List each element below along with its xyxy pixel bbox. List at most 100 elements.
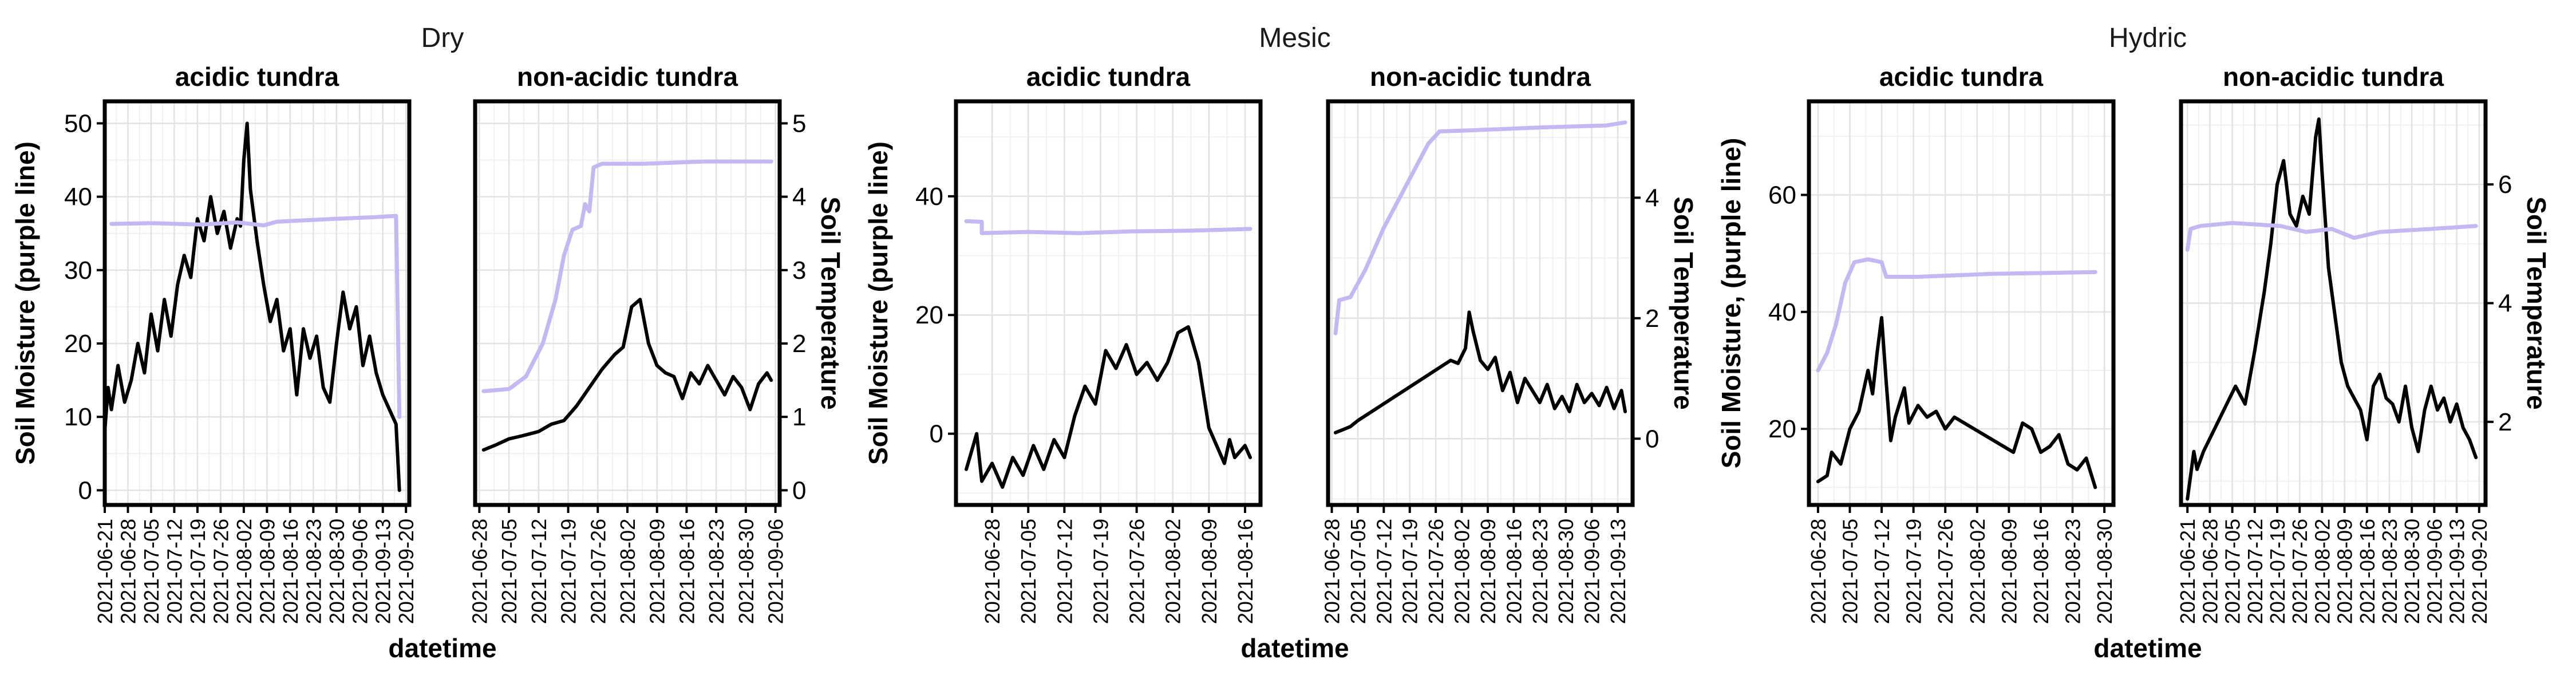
x-axis-label: datetime <box>2093 633 2202 663</box>
panel-title: non-acidic tundra <box>2223 62 2444 92</box>
panel-title: acidic tundra <box>1026 62 1191 92</box>
x-tick-label: 2021-08-09 <box>1198 519 1221 624</box>
y-tick-label: 20 <box>915 301 943 329</box>
black-series-line <box>481 298 773 452</box>
x-tick-label: 2021-09-06 <box>1581 519 1604 624</box>
x-tick-label: 2021-07-05 <box>1838 519 1862 624</box>
x-tick-label: 2021-08-23 <box>705 519 728 624</box>
x-tick-label: 2021-08-30 <box>2400 519 2424 624</box>
x-tick-label: 2021-07-12 <box>163 519 186 624</box>
x-tick-label: 2021-07-19 <box>557 519 580 624</box>
x-tick-label: 2021-08-02 <box>1161 519 1185 624</box>
y-tick-label: 1 <box>792 403 806 431</box>
x-tick-label: 2021-07-26 <box>209 519 232 624</box>
panel-2: non-acidic tundra 0 1 2 3 4 5 2021-06-28 2021-07… <box>468 62 846 624</box>
x-tick-label: 2021-08-09 <box>2333 519 2357 624</box>
y-tick-label: 2 <box>792 330 806 358</box>
x-tick-label: 2021-08-16 <box>675 519 698 624</box>
x-tick-label: 2021-08-16 <box>2356 519 2379 624</box>
x-tick-label: 2021-08-02 <box>1966 519 1989 624</box>
y-tick-label: 2 <box>2498 408 2512 436</box>
x-tick-label: 2021-08-02 <box>232 519 256 624</box>
x-tick-label: 2021-06-28 <box>468 519 491 624</box>
y-tick-label: 50 <box>64 109 92 137</box>
panel-6: non-acidic tundra 2 4 6 2021-06-212021-06-28… <box>2176 62 2551 624</box>
x-tick-label: 2021-08-02 <box>2310 519 2334 624</box>
black-series-line <box>1816 316 2097 489</box>
x-tick-label: 2021-08-09 <box>646 519 669 624</box>
x-tick-label: 2021-09-20 <box>2468 519 2491 624</box>
x-tick-label: 2021-07-26 <box>2288 519 2312 624</box>
y-tick-label: 40 <box>64 183 92 211</box>
y-tick-label: 3 <box>792 256 806 285</box>
panel-border <box>1807 99 2116 507</box>
x-tick-label: 2021-09-13 <box>372 519 395 624</box>
black-series-line <box>1334 310 1627 435</box>
x-tick-label: 2021-07-19 <box>1902 519 1926 624</box>
x-tick-label: 2021-09-06 <box>348 519 372 624</box>
y-tick-label: 4 <box>1645 184 1659 212</box>
black-series-line <box>965 325 1252 489</box>
site-label: Mesic <box>1259 23 1330 53</box>
x-tick-label: 2021-06-28 <box>116 519 140 624</box>
x-tick-label: 2021-07-19 <box>1398 519 1422 624</box>
x-tick-label: 2021-08-30 <box>2093 519 2116 624</box>
x-tick-label: 2021-08-09 <box>1476 519 1500 624</box>
x-tick-label: 2021-09-20 <box>394 519 418 624</box>
x-tick-label: 2021-07-12 <box>527 519 551 624</box>
x-tick-label: 2021-08-23 <box>2378 519 2401 624</box>
x-tick-label: 2021-06-21 <box>2176 519 2199 624</box>
y-tick-label: 20 <box>1768 415 1796 443</box>
x-tick-label: 2021-08-16 <box>1502 519 1526 624</box>
x-axis-label: datetime <box>1240 633 1349 663</box>
y-tick-label: 2 <box>1645 305 1659 333</box>
x-tick-label: 2021-07-05 <box>1346 519 1370 624</box>
x-tick-label: 2021-08-02 <box>1451 519 1474 624</box>
purple-series-line <box>109 214 402 419</box>
y-axis-label-right: Soil Temperature <box>1669 196 1698 409</box>
x-tick-label: 2021-08-02 <box>616 519 639 624</box>
purple-series-line <box>481 159 773 393</box>
x-tick-label: 2021-08-30 <box>1554 519 1578 624</box>
purple-series-line <box>964 219 1253 235</box>
x-tick-label: 2021-08-30 <box>325 519 349 624</box>
y-axis-label-right: Soil Temperature <box>2522 196 2551 409</box>
y-tick-label: 6 <box>2498 171 2512 199</box>
x-tick-label: 2021-08-16 <box>279 519 302 624</box>
x-tick-label: 2021-09-13 <box>2445 519 2469 624</box>
x-tick-label: 2021-06-28 <box>1807 519 1830 624</box>
y-tick-label: 40 <box>915 183 943 211</box>
x-tick-label: 2021-06-28 <box>2198 519 2222 624</box>
x-tick-label: 2021-09-06 <box>2423 519 2446 624</box>
x-tick-label: 2021-06-28 <box>1320 519 1344 624</box>
y-tick-label: 0 <box>792 476 806 504</box>
y-tick-label: 4 <box>792 183 806 211</box>
y-tick-label: 60 <box>1768 181 1796 209</box>
x-tick-label: 2021-07-05 <box>497 519 521 624</box>
purple-series-line <box>2185 221 2478 252</box>
x-tick-label: 2021-07-26 <box>1424 519 1448 624</box>
y-tick-label: 30 <box>64 256 92 285</box>
panel-border <box>102 99 412 507</box>
x-tick-label: 2021-07-05 <box>2221 519 2245 624</box>
y-tick-label: 10 <box>64 403 92 431</box>
x-tick-label: 2021-07-19 <box>1089 519 1112 624</box>
panel-border <box>954 99 1263 507</box>
panel-5: acidic tundra 20 40 60 2021-06-28 2021-07-05 2… <box>1716 62 2116 624</box>
x-tick-label: 2021-07-26 <box>1934 519 1957 624</box>
x-axis-label: datetime <box>388 633 496 663</box>
x-tick-label: 2021-08-16 <box>1234 519 1257 624</box>
panel-title: acidic tundra <box>1879 62 2044 92</box>
x-tick-label: 2021-07-26 <box>1125 519 1149 624</box>
panel-title: acidic tundra <box>175 62 339 92</box>
x-tick-label: 2021-07-12 <box>1372 519 1396 624</box>
y-tick-label: 0 <box>78 476 92 504</box>
y-axis-label: Soil Moisture, (purple line) <box>1716 138 1746 469</box>
x-tick-label: 2021-09-13 <box>1606 519 1630 624</box>
x-tick-label: 2021-07-12 <box>1870 519 1894 624</box>
y-tick-label: 5 <box>792 109 806 137</box>
x-tick-label: 2021-08-23 <box>2061 519 2085 624</box>
x-tick-label: 2021-07-26 <box>586 519 610 624</box>
